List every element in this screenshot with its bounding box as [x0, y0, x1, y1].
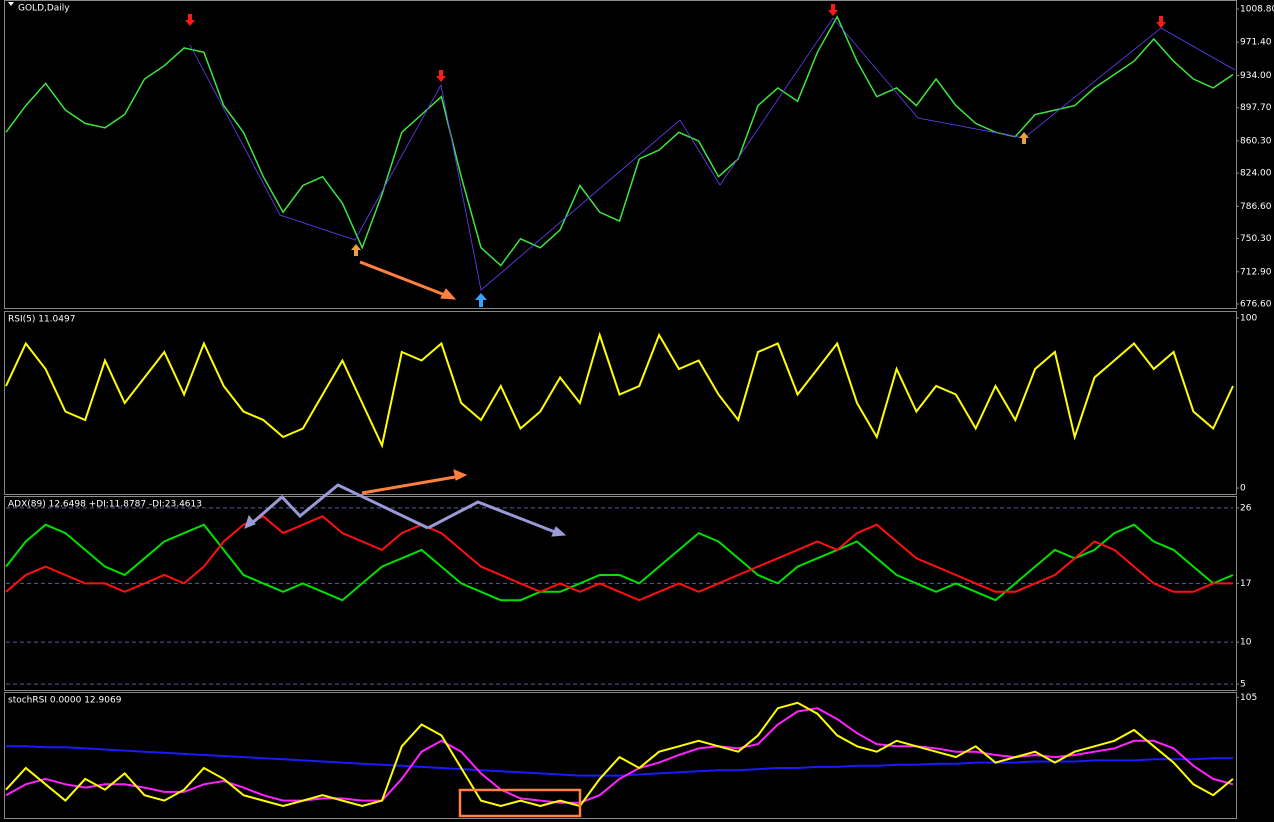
- y-tick-label: 971.40: [1240, 38, 1272, 48]
- down-arrow: [1156, 16, 1166, 28]
- series-line: [6, 745, 1233, 777]
- pane-frame: [4, 311, 1237, 495]
- y-tick-label: 824.00: [1240, 169, 1272, 179]
- trend-line: [427, 500, 556, 534]
- y-tick-label: 860.30: [1240, 136, 1272, 146]
- series-line: [5, 515, 1233, 602]
- pane-title: RSI(5) 11.0497: [8, 315, 75, 325]
- y-tick-label: 786.60: [1240, 202, 1272, 212]
- down-arrows: [185, 4, 1166, 82]
- y-tick-label: 10: [1240, 638, 1252, 648]
- pane-title: ADX(89) 12.6498 +DI:11.8787 -DI:23.4613: [8, 500, 202, 510]
- y-tick-label: 712.90: [1240, 267, 1272, 277]
- y-tick-label: 17: [1240, 579, 1251, 589]
- trend-line: [249, 483, 429, 530]
- pane-frame: [4, 692, 1237, 819]
- pane-frame: [4, 496, 1237, 691]
- arrow-head: [453, 469, 468, 481]
- arrow-head: [244, 514, 256, 529]
- trend-arrow: [361, 475, 456, 495]
- y-tick-label: 100: [1240, 313, 1257, 323]
- orange-arrows: [359, 260, 468, 495]
- down-arrow: [185, 14, 195, 26]
- plots: GOLD,Daily 1008.80 971.40 934.00 897.70 860.3…: [5, 4, 1274, 808]
- series-line: [5, 331, 1234, 449]
- y-tick-label: 0: [1240, 484, 1246, 494]
- y-tick-label: 750.30: [1240, 234, 1272, 244]
- arrow-head: [551, 526, 567, 537]
- y-tick-label: 676.60: [1240, 300, 1272, 310]
- down-arrow: [828, 4, 838, 16]
- y-tick-label: 934.00: [1240, 71, 1272, 81]
- pane-frames: [4, 0, 1237, 819]
- highlight-box: [458, 788, 582, 818]
- zigzag: [189, 17, 1236, 291]
- up-arrow: [1019, 132, 1029, 144]
- pane-frame: [4, 0, 1237, 309]
- trend-arrow: [359, 260, 446, 297]
- lavender-arrows: [244, 483, 567, 537]
- pane-title: GOLD,Daily: [18, 4, 70, 14]
- menu-triangle: [8, 2, 14, 6]
- y-tick-label: 897.70: [1240, 103, 1272, 113]
- series-line: [5, 701, 1234, 808]
- arrow-head: [440, 288, 457, 300]
- up-arrow: [351, 244, 361, 256]
- series-line: [5, 707, 1234, 804]
- y-tick-label: 1008.80: [1240, 4, 1274, 14]
- annotations: [185, 4, 1236, 818]
- y-tick-label: 26: [1240, 503, 1252, 513]
- series-line: [5, 523, 1234, 602]
- down-arrow: [436, 70, 446, 82]
- up-arrow: [475, 293, 487, 307]
- y-tick-label: 5: [1240, 680, 1246, 690]
- series-line: [5, 15, 1234, 267]
- y-tick-label: 105: [1240, 693, 1257, 703]
- pane-title: stochRSI 0.0000 12.9069: [8, 696, 122, 706]
